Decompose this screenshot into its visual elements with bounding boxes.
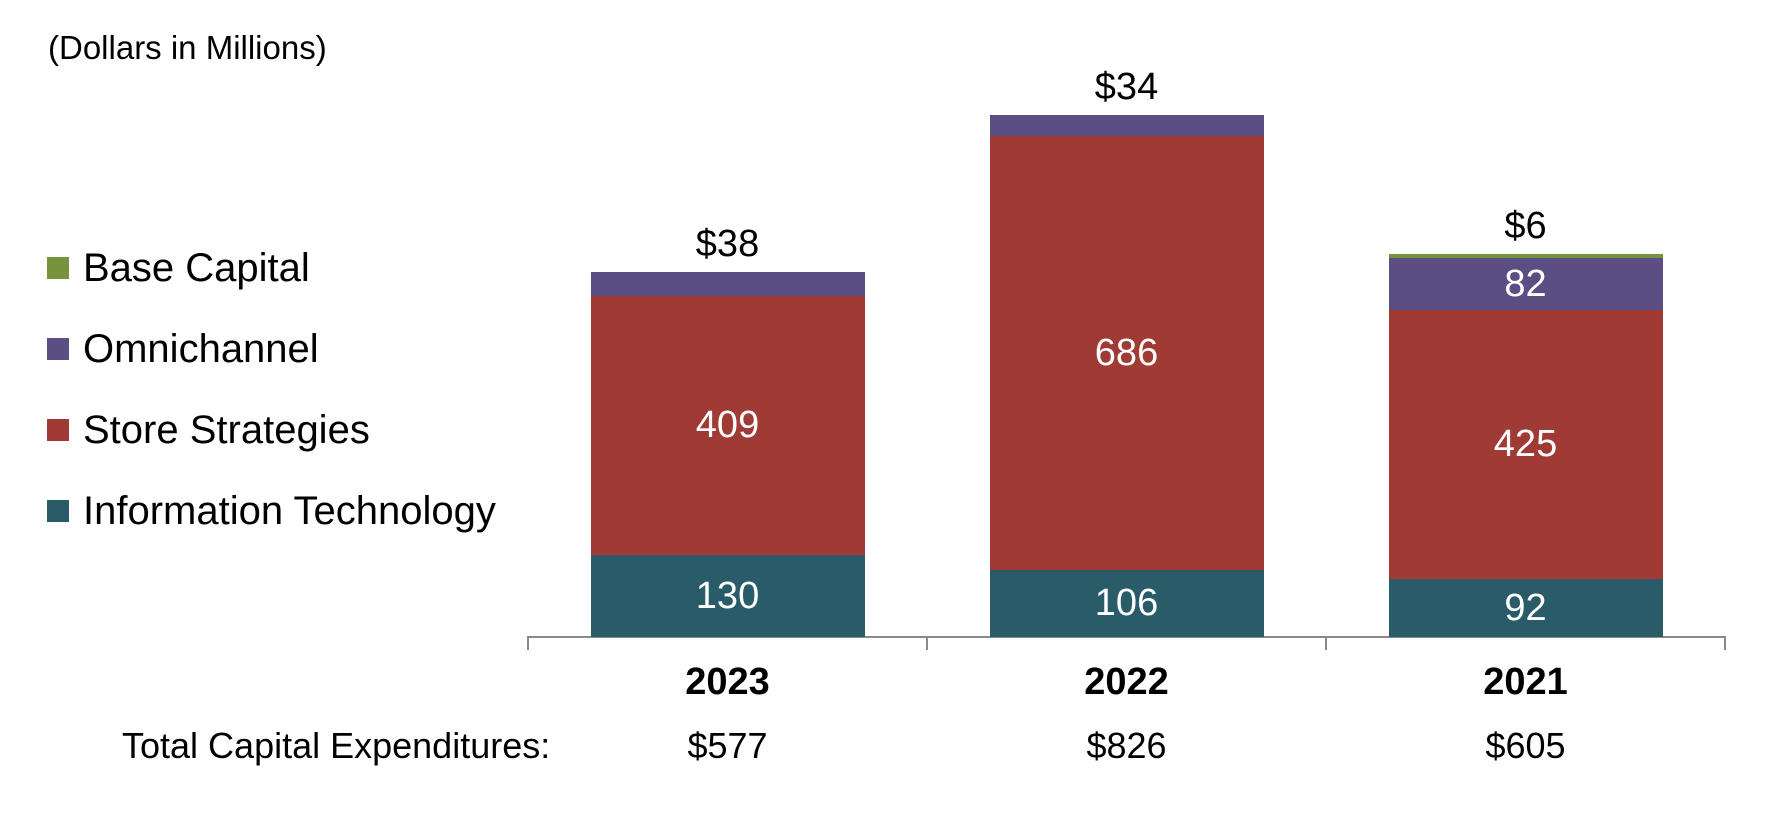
bar-segment-label: 130 xyxy=(695,574,760,617)
bar-segment-label: 425 xyxy=(1493,423,1558,466)
legend-item-label: Omnichannel xyxy=(83,326,319,371)
bar-segment-omnichannel-2021 xyxy=(1388,258,1663,310)
bar-segment-store-strategies-2022 xyxy=(989,136,1264,570)
legend-item-information-technology: Information Technology xyxy=(47,485,496,537)
bar-segment-label: 409 xyxy=(695,404,760,447)
legend: Base Capital Omnichannel Store Strategies I… xyxy=(47,242,496,566)
legend-item-label: Information Technology xyxy=(83,488,496,533)
chart-title: (Dollars in Millions) xyxy=(48,29,327,66)
total-value-2022: $826 xyxy=(1086,725,1167,766)
bar-segment-omnichannel-2022 xyxy=(989,114,1264,137)
bar-top-label: $6 xyxy=(1504,205,1547,248)
bar-segment-label: 82 xyxy=(1504,263,1547,306)
bar-segment-information-technology-2021 xyxy=(1388,578,1663,637)
x-axis-tick xyxy=(1325,636,1327,650)
legend-item-omnichannel: Omnichannel xyxy=(47,323,496,375)
bar-segment-information-technology-2022 xyxy=(989,569,1264,637)
x-axis-tick xyxy=(1724,636,1726,650)
bar-segment-label: 686 xyxy=(1094,332,1159,374)
bar-segment-information-technology-2023 xyxy=(590,554,865,637)
x-axis-tick xyxy=(527,636,529,650)
totals-label: Total Capital Expenditures: xyxy=(122,725,551,766)
bar-segment-omnichannel-2023 xyxy=(590,272,865,297)
legend-swatch-icon xyxy=(47,419,69,441)
x-axis-label-2021: 2021 xyxy=(1483,661,1568,703)
x-axis-label-2022: 2022 xyxy=(1084,661,1169,703)
total-value-2021: $605 xyxy=(1485,725,1566,766)
total-value-2023: $577 xyxy=(687,725,768,766)
x-axis-line xyxy=(528,636,1725,638)
bar-segment-base-capital-2021 xyxy=(1388,254,1663,259)
x-axis-tick xyxy=(926,636,928,650)
bar-top-label: $34 xyxy=(1094,65,1159,108)
legend-item-label: Store Strategies xyxy=(83,407,370,452)
legend-item-label: Base Capital xyxy=(83,245,310,290)
bar-segment-store-strategies-2023 xyxy=(590,296,865,555)
legend-swatch-icon xyxy=(47,500,69,522)
bar-segment-label: 92 xyxy=(1504,586,1547,629)
bar-top-label: $38 xyxy=(695,223,760,266)
bar-segment-label: 106 xyxy=(1094,582,1159,625)
legend-item-store-strategies: Store Strategies xyxy=(47,404,496,456)
x-axis-label-2023: 2023 xyxy=(685,661,770,703)
legend-item-base-capital: Base Capital xyxy=(47,242,496,294)
bar-segment-store-strategies-2021 xyxy=(1388,309,1663,579)
legend-swatch-icon xyxy=(47,338,69,360)
legend-swatch-icon xyxy=(47,257,69,279)
